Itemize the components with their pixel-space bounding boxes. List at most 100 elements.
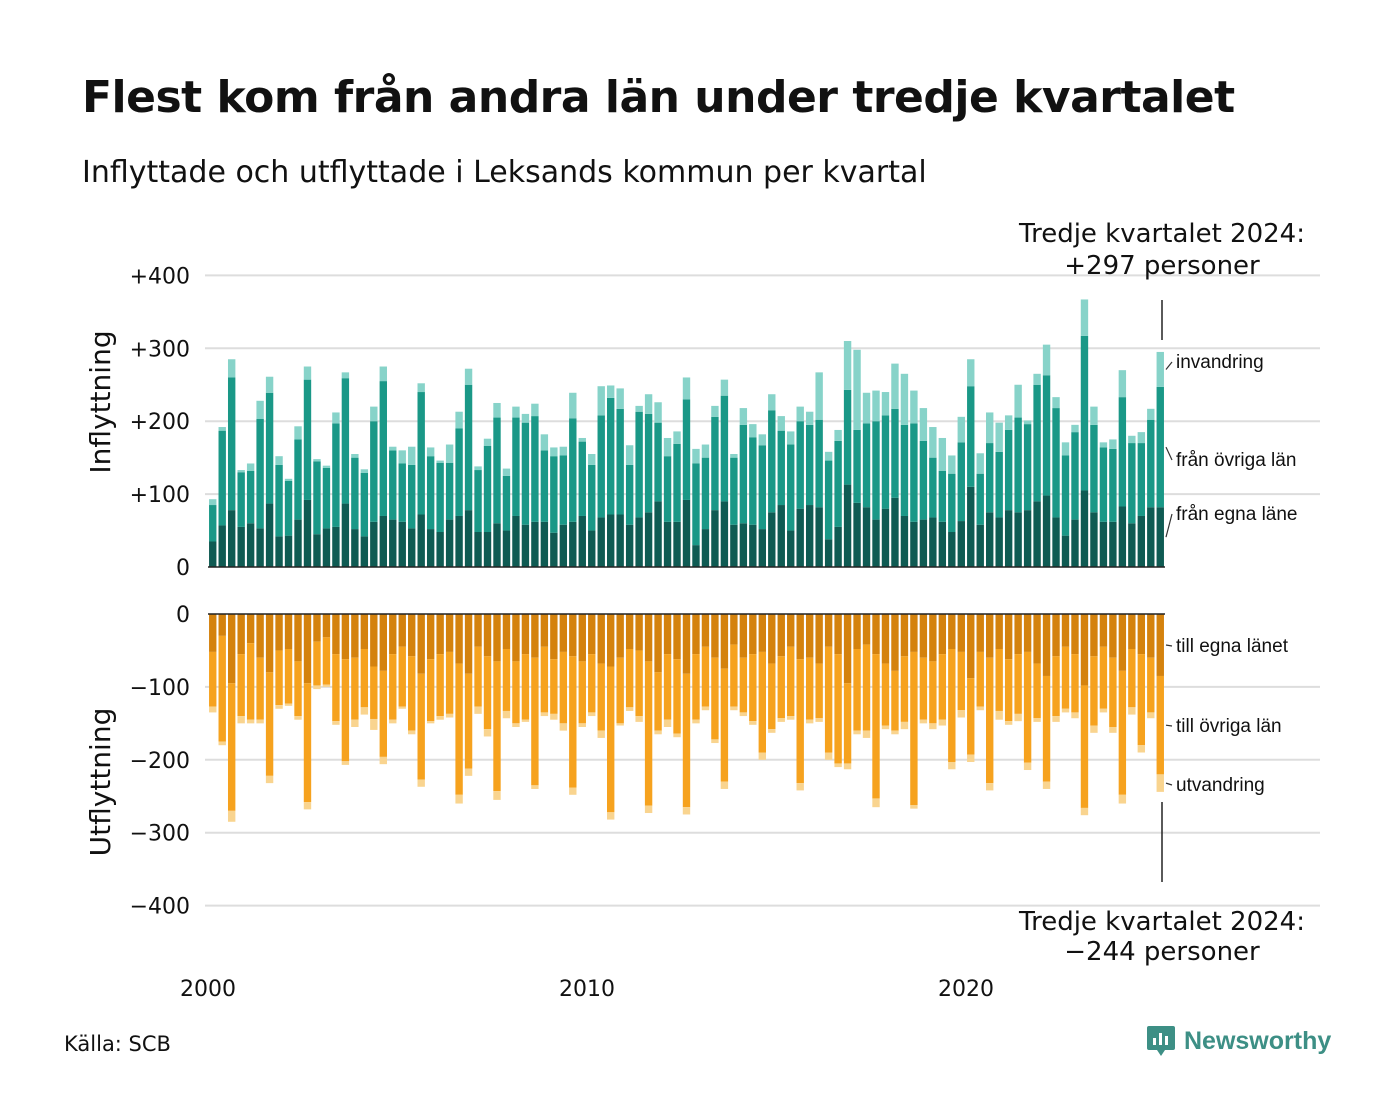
inflow-bar-segment — [701, 457, 710, 530]
outflow-bar-segment — [805, 614, 814, 658]
outflow-bar-segment — [379, 614, 387, 671]
outflow-bar-segment — [209, 614, 217, 652]
inflow-bar-segment — [853, 429, 861, 503]
inflow-bar-segment — [607, 385, 615, 398]
outflow-bar-segment — [1071, 654, 1079, 713]
outflow-bar-segment — [436, 716, 444, 720]
inflow-bar-segment — [246, 463, 255, 471]
outflow-bar-segment — [1109, 727, 1117, 733]
outflow-bar-segment — [1023, 651, 1032, 763]
outflow-bar-segment — [379, 756, 387, 765]
outflow-bar-segment — [891, 614, 899, 671]
outflow-bar-segment — [824, 752, 833, 760]
inflow-bar-segment — [607, 397, 615, 515]
inflow-bar-segment — [749, 437, 757, 525]
outflow-bar-segment — [209, 706, 217, 713]
inflow-bar-segment — [445, 519, 454, 567]
inflow-bar-segment — [919, 408, 928, 441]
inflow-bar-segment — [625, 464, 634, 525]
outflow-bar-segment — [1042, 614, 1051, 676]
inflow-bar-segment — [739, 424, 748, 524]
annotation-top-line2: +297 personer — [1064, 251, 1260, 281]
inflow-bar-segment — [654, 422, 662, 502]
outflow-bar-segment — [1014, 614, 1022, 655]
inflow-bar-segment — [796, 406, 804, 422]
x-tick-label: 2000 — [180, 977, 236, 1000]
outflow-bar-segment — [559, 614, 568, 652]
series-label: utvandring — [1176, 775, 1265, 796]
inflow-bar-segment — [351, 454, 359, 458]
outflow-bar-segment — [597, 614, 605, 664]
inflow-bar-segment — [265, 376, 274, 393]
outflow-bar-segment — [284, 614, 293, 649]
outflow-bar-segment — [370, 718, 378, 730]
y-tick-label: 0 — [176, 556, 190, 581]
inflow-bar-segment — [464, 510, 473, 567]
inflow-bar-segment — [749, 424, 757, 438]
inflow-bar-segment — [209, 499, 217, 506]
inflow-bar-segment — [493, 417, 501, 524]
inflow-bar-segment — [1004, 415, 1013, 430]
inflow-bar-segment — [408, 464, 416, 529]
series-label: invandring — [1176, 352, 1264, 373]
outflow-bar-segment — [303, 683, 312, 803]
outflow-bar-segment — [758, 651, 766, 753]
inflow-bar-segment — [341, 372, 350, 379]
outflow-bar-segment — [246, 719, 255, 724]
outflow-bar-segment — [502, 648, 511, 711]
inflow-bar-segment — [862, 507, 871, 567]
inflow-bar-segment — [995, 517, 1003, 567]
outflow-bar-segment — [351, 614, 359, 658]
inflow-bar-segment — [1080, 335, 1089, 491]
outflow-bar-segment — [834, 614, 842, 655]
outflow-bar-segment — [881, 663, 890, 726]
outflow-bar-segment — [938, 654, 947, 720]
inflow-bar-segment — [834, 429, 842, 441]
outflow-bar-segment — [322, 684, 331, 687]
inflow-bar-segment — [436, 460, 444, 463]
inflow-bar-segment — [938, 470, 947, 522]
outflow-bar-segment — [1090, 725, 1098, 733]
outflow-bar-segment — [341, 614, 350, 660]
outflow-bar-segment — [408, 730, 416, 735]
inflow-bar-segment — [730, 457, 738, 525]
x-tick-label: 2010 — [559, 977, 615, 1000]
inflow-bar-segment — [1080, 490, 1089, 567]
outflow-bar-segment — [749, 614, 757, 655]
inflow-bar-segment — [957, 442, 965, 522]
outflow-bar-segment — [644, 661, 653, 806]
outflow-bar-segment — [1156, 675, 1164, 775]
inflow-bar-segment — [607, 514, 615, 567]
inflow-bars — [209, 299, 1164, 568]
inflow-bar-segment — [1061, 535, 1070, 567]
inflow-axis-label: Inflyttning — [84, 330, 117, 473]
inflow-bar-segment — [569, 418, 577, 522]
outflow-bar-segment — [578, 661, 586, 724]
outflow-bar-segment — [758, 752, 766, 760]
inflow-bar-segment — [521, 524, 530, 567]
inflow-bar-segment — [644, 394, 653, 414]
outflow-bar-segment — [607, 666, 615, 813]
outflow-bar-segment — [900, 721, 909, 730]
outflow-bar-segment — [379, 670, 387, 757]
series-label: till egna länet — [1176, 636, 1289, 657]
outflow-bar-segment — [588, 712, 596, 717]
inflow-bar-segment — [284, 535, 293, 567]
label-leader-line — [1165, 361, 1173, 370]
outflow-bar-segment — [711, 657, 719, 740]
inflow-bar-segment — [891, 408, 899, 498]
inflow-bar-segment — [474, 466, 482, 471]
inflow-bar-segment — [389, 450, 397, 520]
outflow-bar-segment — [360, 707, 369, 715]
inflow-bar-segment — [843, 389, 852, 485]
inflow-bar-segment — [910, 390, 918, 424]
inflow-bar-segment — [872, 421, 880, 520]
inflow-bar-segment — [1147, 419, 1155, 508]
outflow-bar-segment — [294, 614, 302, 662]
inflow-bar-segment — [1071, 424, 1079, 433]
x-tick-label: 2020 — [938, 977, 994, 1000]
outflow-bar-segment — [986, 783, 994, 791]
outflow-bar-segment — [445, 614, 454, 652]
inflow-bar-segment — [787, 530, 795, 567]
inflow-bar-segment — [237, 472, 245, 527]
